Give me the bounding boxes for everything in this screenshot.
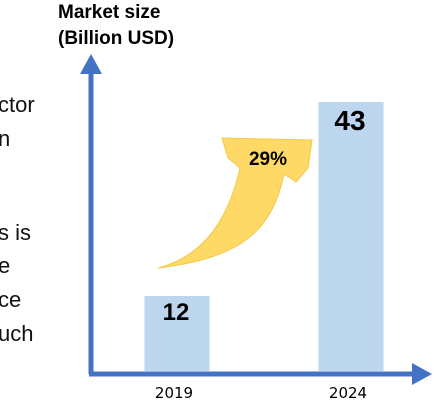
x-axis-arrowhead bbox=[412, 363, 432, 385]
x-tick-2019: 2019 bbox=[155, 384, 193, 402]
side-text-line: e bbox=[0, 253, 11, 278]
x-tick-2024: 2024 bbox=[329, 384, 367, 402]
side-text-line: ctor bbox=[0, 92, 35, 117]
side-text-line: ce bbox=[0, 287, 22, 312]
y-axis-label-line-2: (Billion USD) bbox=[58, 28, 175, 49]
data-label-2024: 43 bbox=[334, 105, 365, 136]
growth-label: 29% bbox=[249, 149, 287, 170]
y-axis-arrowhead bbox=[80, 54, 102, 74]
bar-2019 bbox=[144, 295, 210, 371]
side-text-line: n bbox=[0, 126, 11, 151]
bar-2024 bbox=[318, 102, 384, 371]
side-text-line: s is bbox=[0, 220, 31, 245]
y-axis-label: Market size (Billion USD) bbox=[58, 0, 174, 52]
y-axis-label-line-1: Market size bbox=[58, 2, 161, 23]
side-text-line: uch bbox=[0, 321, 34, 346]
growth-arrow bbox=[157, 137, 313, 269]
data-label-2019: 12 bbox=[163, 299, 190, 326]
